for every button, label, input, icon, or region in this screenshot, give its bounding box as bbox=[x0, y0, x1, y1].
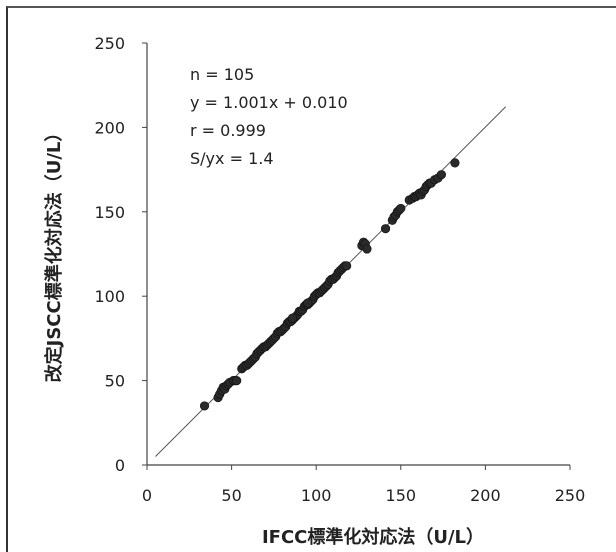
y-axis-title: 改定JSCC標準化対応法（U/L） bbox=[43, 124, 65, 383]
figure-frame bbox=[6, 6, 616, 552]
annotation-line: n = 105 bbox=[190, 65, 254, 84]
x-tick-label: 200 bbox=[470, 486, 501, 505]
data-point bbox=[303, 298, 313, 308]
data-point bbox=[342, 261, 352, 271]
annotation-line: y = 1.001x + 0.010 bbox=[190, 93, 348, 112]
x-tick-label: 50 bbox=[221, 486, 241, 505]
tick-labels: 0 50 100 150 200 250 0 50 100 150 200 250 bbox=[94, 34, 585, 505]
data-point bbox=[450, 158, 460, 168]
y-tick-label: 0 bbox=[115, 456, 125, 475]
data-point bbox=[396, 203, 406, 214]
y-tick-label: 100 bbox=[94, 287, 125, 306]
x-tick-label: 250 bbox=[555, 486, 586, 505]
data-point bbox=[199, 401, 210, 411]
data-point bbox=[287, 313, 298, 323]
annotation-line: S/yx = 1.4 bbox=[190, 149, 274, 168]
x-tick-label: 150 bbox=[386, 486, 417, 505]
x-tick-label: 0 bbox=[142, 486, 152, 505]
y-tick-label: 150 bbox=[94, 203, 125, 222]
x-tick-label: 100 bbox=[301, 486, 332, 505]
data-point bbox=[436, 170, 447, 180]
y-tick-label: 50 bbox=[105, 372, 125, 391]
data-point bbox=[232, 376, 242, 386]
annotation-line: r = 0.999 bbox=[190, 121, 266, 140]
axes bbox=[142, 42, 571, 470]
annotation-box: n = 105 y = 1.001x + 0.010 r = 0.999 S/yx =… bbox=[190, 65, 348, 168]
x-axis-title: IFCC標準化対応法（U/L） bbox=[262, 526, 484, 548]
data-points bbox=[199, 158, 460, 411]
data-point bbox=[362, 244, 372, 254]
data-point bbox=[380, 224, 391, 234]
y-tick-label: 200 bbox=[94, 118, 125, 137]
y-tick-label: 250 bbox=[94, 34, 125, 53]
